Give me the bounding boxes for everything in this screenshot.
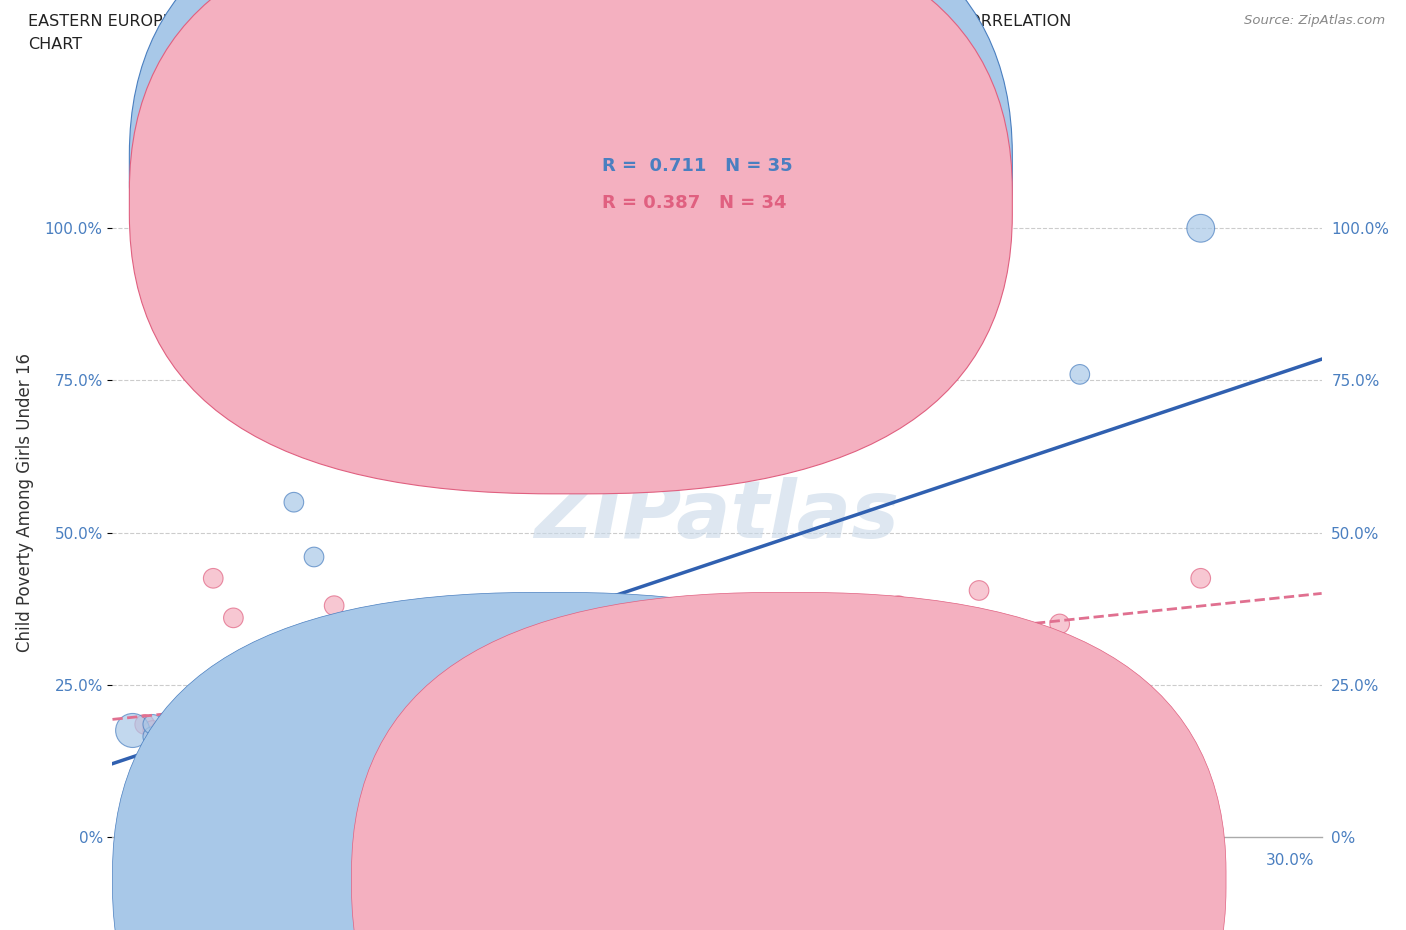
Point (121, 723, 143, 737)
Point (149, 723, 172, 737)
Point (665, 708, 688, 723)
Point (222, 708, 245, 723)
Point (544, 659, 567, 674)
Point (343, 723, 366, 737)
Point (766, 698, 789, 713)
Point (887, 598, 910, 613)
Point (242, 720, 264, 735)
Text: R = 0.387   N = 34: R = 0.387 N = 34 (602, 193, 786, 212)
Point (202, 717, 225, 732)
Point (967, 583, 990, 598)
Point (585, 671, 607, 686)
Point (222, 610, 245, 625)
Point (174, 726, 197, 741)
Point (302, 714, 325, 729)
Y-axis label: Child Poverty Among Girls Under 16: Child Poverty Among Girls Under 16 (15, 352, 34, 652)
Point (162, 726, 184, 741)
Point (190, 723, 212, 737)
Point (162, 736, 184, 751)
Point (214, 726, 236, 741)
Point (363, 696, 385, 711)
Point (181, 723, 204, 737)
Point (181, 729, 204, 744)
Point (181, 717, 204, 732)
Point (423, 689, 446, 704)
Text: Eastern Europeans: Eastern Europeans (572, 871, 716, 886)
Point (242, 726, 264, 741)
Point (423, 635, 446, 650)
Point (363, 622, 385, 637)
Point (1069, 367, 1091, 382)
Text: Source: ZipAtlas.com: Source: ZipAtlas.com (1244, 14, 1385, 27)
Text: 0.0%: 0.0% (115, 853, 155, 868)
Text: Immigrants from Bosnia and Herzegovina: Immigrants from Bosnia and Herzegovina (811, 871, 1130, 886)
Point (142, 717, 165, 732)
Point (162, 720, 184, 735)
Point (162, 732, 184, 747)
Point (928, 626, 950, 641)
Point (202, 726, 225, 741)
Point (384, 684, 406, 698)
Text: R =  0.711   N = 35: R = 0.711 N = 35 (602, 157, 793, 176)
Point (202, 723, 225, 737)
Point (174, 720, 197, 735)
Point (190, 732, 212, 747)
Point (846, 617, 869, 631)
Text: EASTERN EUROPEAN VS IMMIGRANTS FROM BOSNIA AND HERZEGOVINA CHILD POVERTY AMONG G: EASTERN EUROPEAN VS IMMIGRANTS FROM BOSN… (28, 14, 1071, 29)
Text: ZIPatlas: ZIPatlas (534, 476, 900, 554)
Point (263, 723, 285, 737)
Point (747, 671, 769, 686)
Point (181, 723, 204, 737)
Text: 30.0%: 30.0% (1267, 853, 1315, 868)
Point (222, 717, 245, 732)
Point (665, 744, 688, 759)
Point (1189, 220, 1212, 235)
Point (263, 714, 285, 729)
Point (323, 677, 346, 692)
Text: CHART: CHART (28, 37, 82, 52)
Point (585, 671, 607, 686)
Point (505, 677, 527, 692)
Point (190, 726, 212, 741)
Point (505, 717, 527, 732)
Point (283, 729, 305, 744)
Point (1049, 617, 1071, 631)
Point (302, 550, 325, 565)
Point (464, 604, 486, 619)
Point (142, 729, 165, 744)
Point (323, 598, 346, 613)
Point (988, 622, 1011, 637)
Point (142, 723, 165, 737)
Point (807, 684, 830, 698)
Point (222, 732, 245, 747)
Point (202, 571, 225, 586)
Point (202, 736, 225, 751)
Point (464, 669, 486, 684)
Point (1189, 571, 1212, 586)
Point (134, 717, 156, 732)
Point (725, 702, 748, 717)
Point (214, 723, 236, 737)
Point (242, 708, 264, 723)
Point (283, 495, 305, 510)
